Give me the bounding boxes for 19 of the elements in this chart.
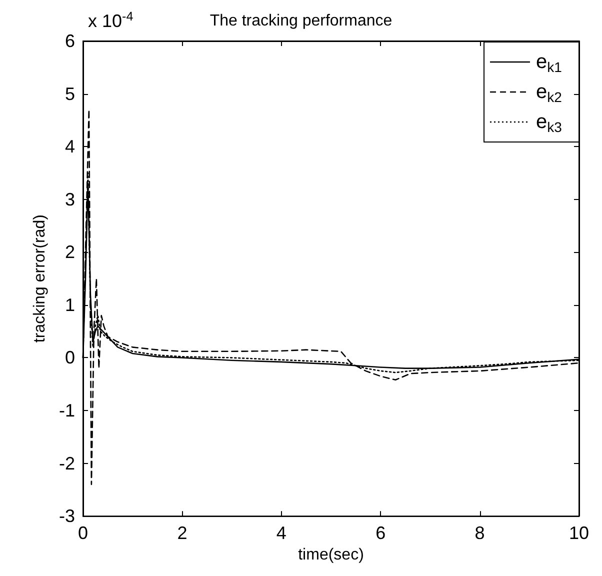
y-tick-label: 3: [64, 189, 75, 210]
y-tick-label: 4: [64, 136, 75, 157]
y-tick-label: -2: [58, 453, 75, 474]
x-tick-label: 0: [78, 523, 88, 544]
y-tick-label: 6: [64, 31, 75, 51]
x-tick-label: 4: [276, 523, 286, 544]
y-tick-label: -3: [58, 506, 75, 526]
x-tick-label: 2: [177, 523, 188, 544]
y-tick-label: -1: [58, 400, 75, 421]
x-tick-label: 6: [376, 523, 386, 544]
chart-title: The tracking performance: [210, 12, 392, 30]
y-axis-title: tracking error(rad): [32, 214, 49, 343]
x-tick-label: 8: [474, 523, 485, 544]
y-tick-label: 0: [64, 348, 75, 368]
x-axis-title: time(sec): [298, 546, 364, 564]
y-tick-label: 1: [64, 294, 75, 315]
y-tick-label: 5: [64, 84, 75, 104]
x-tick-label: 10: [568, 523, 590, 544]
y-tick-label: 2: [64, 242, 75, 262]
